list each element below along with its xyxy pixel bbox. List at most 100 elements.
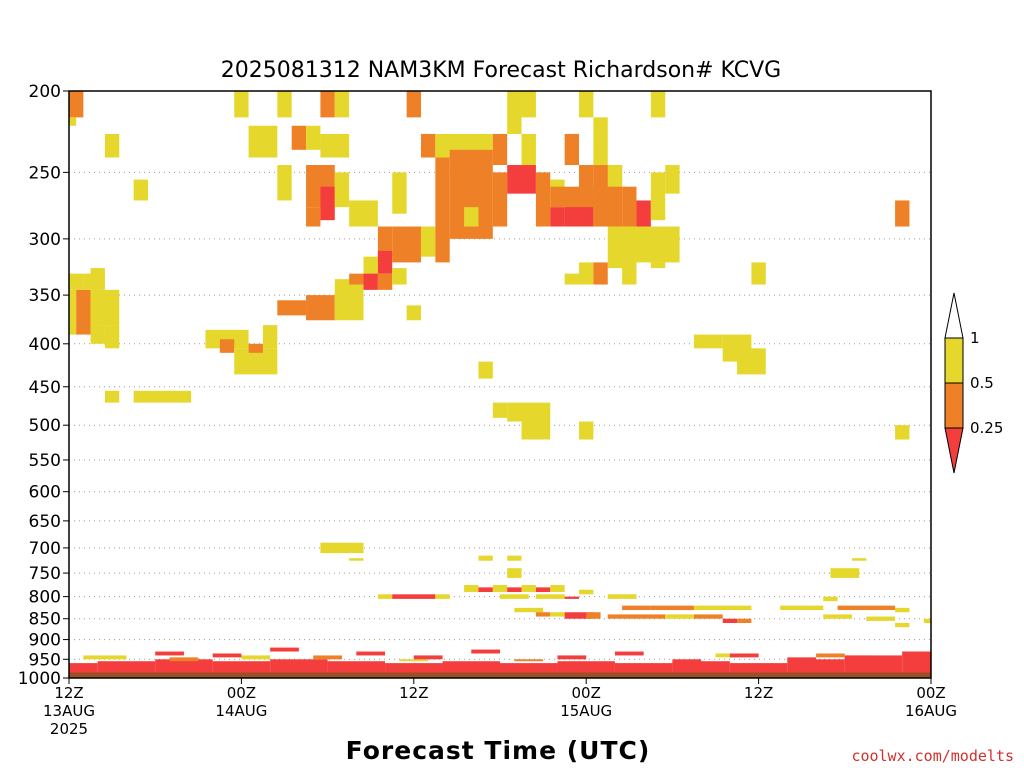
ri-cell-36 [334,279,364,321]
ytick-label-700: 700 [29,539,61,559]
ri-cell-74 [607,226,637,269]
boundary-cell-0 [69,663,98,673]
ri-cell-39 [363,273,378,290]
y-axis: 200 250 300 350 400 450 500 550 600 650 700 750 8008… [18,82,69,689]
ri-cell-131 [780,605,809,611]
ri-cell-137 [823,614,852,619]
ytick-label-750: 750 [29,564,61,584]
x-axis-label: Forecast Time (UTC) [346,736,651,765]
boundary-cell-10 [614,663,673,673]
ri-cell-0 [69,91,84,118]
ri-cell-134 [837,605,852,611]
ri-cell-21 [248,125,278,158]
ytick-label-600: 600 [29,483,61,503]
ri-cell-60 [521,133,536,166]
ri-cell-35 [306,295,335,321]
ri-cell-18 [248,343,263,353]
boundary-cell-2 [155,659,213,673]
ri-cell-26 [320,91,335,118]
data-cells [69,91,931,673]
ri-cell-117 [514,607,544,613]
ri-cell-79 [564,273,580,285]
ground-below-surface [69,672,931,678]
ri-cell-41 [377,250,393,274]
ri-cell-146 [471,649,500,654]
boundary-cell-1 [97,661,156,673]
ri-cell-102 [392,594,436,599]
boundary-cell-15 [902,651,931,673]
ri-cell-49 [420,226,436,257]
credit-text: coolwx.com/modelts [851,747,1014,765]
ri-cell-130 [737,618,752,623]
xtick-label-60-0: 00Z [916,684,945,702]
ytick-label-650: 650 [29,512,61,532]
ri-cell-95 [349,558,364,561]
ytick-label-200: 200 [29,82,61,102]
ri-cell-46 [392,172,407,214]
boundary-cell-8 [500,663,558,673]
ri-cell-145 [413,655,443,660]
ri-cell-43 [377,273,393,290]
boundary-cell-18 [241,655,271,660]
ri-cell-97 [507,555,522,561]
legend-arrow-bottom [944,427,964,474]
plot-frame [68,90,932,679]
ri-cell-48 [420,133,436,158]
ri-cell-123 [650,605,694,611]
ri-cell-94 [320,542,364,554]
boundary-cell-13 [787,659,845,673]
ytick-label-450: 450 [29,378,61,398]
ri-cell-112 [535,594,565,599]
ri-cell-7 [90,268,105,290]
xtick-label-12-1: 14AUG [215,702,267,720]
ri-cell-143 [270,647,299,652]
ri-cell-125 [737,605,752,611]
xtick-label-0-2: 2025 [50,720,88,738]
ri-cell-103 [435,594,450,599]
ri-cell-127 [665,614,694,619]
ri-cell-151 [787,657,817,662]
ri-cell-32 [334,172,350,208]
ri-cell-23 [277,165,292,201]
ri-cell-149 [672,659,702,664]
ytick-label-500: 500 [29,416,61,436]
boundary-cell-7 [442,661,500,673]
xtick-label-0-0: 12Z [54,684,83,702]
ri-cell-91 [579,421,594,440]
ri-cell-42 [392,226,421,263]
ri-cell-58 [507,91,522,134]
ri-cell-20 [234,91,249,118]
ri-cell-73 [650,172,666,221]
ri-cell-76 [650,262,666,269]
ri-cell-118 [535,612,551,617]
legend-bin-1 [944,382,964,429]
ri-cell-86 [751,262,766,285]
colorbar-legend: 1 0.5 0.25 [944,292,1003,474]
ri-cell-33 [349,200,378,227]
ri-cell-81 [593,262,608,285]
boundary-cell-11 [672,661,730,673]
xtick-label-48-0: 12Z [744,684,773,702]
ri-cell-71 [622,186,637,227]
ri-cell-85 [737,348,766,375]
legend-label-1: 0.5 [970,374,994,392]
ri-cell-88 [492,402,508,418]
boundary-cell-20 [399,659,429,662]
boundary-cell-14 [844,655,903,673]
ri-cell-40 [377,226,393,257]
ri-cell-19 [262,325,278,349]
boundary-cell-17 [169,657,199,662]
ri-cell-1 [69,117,77,126]
ri-cell-72 [636,200,651,227]
ri-cell-106 [492,585,508,593]
legend-arrow-top [944,292,964,339]
ri-cell-113 [564,596,580,599]
ri-cell-54 [492,172,508,227]
ri-cell-135 [851,605,896,611]
xtick-label-24-0: 12Z [399,684,428,702]
ri-cell-120 [564,612,594,619]
boundary-cell-6 [385,663,443,673]
boundary-cell-9 [557,661,615,673]
